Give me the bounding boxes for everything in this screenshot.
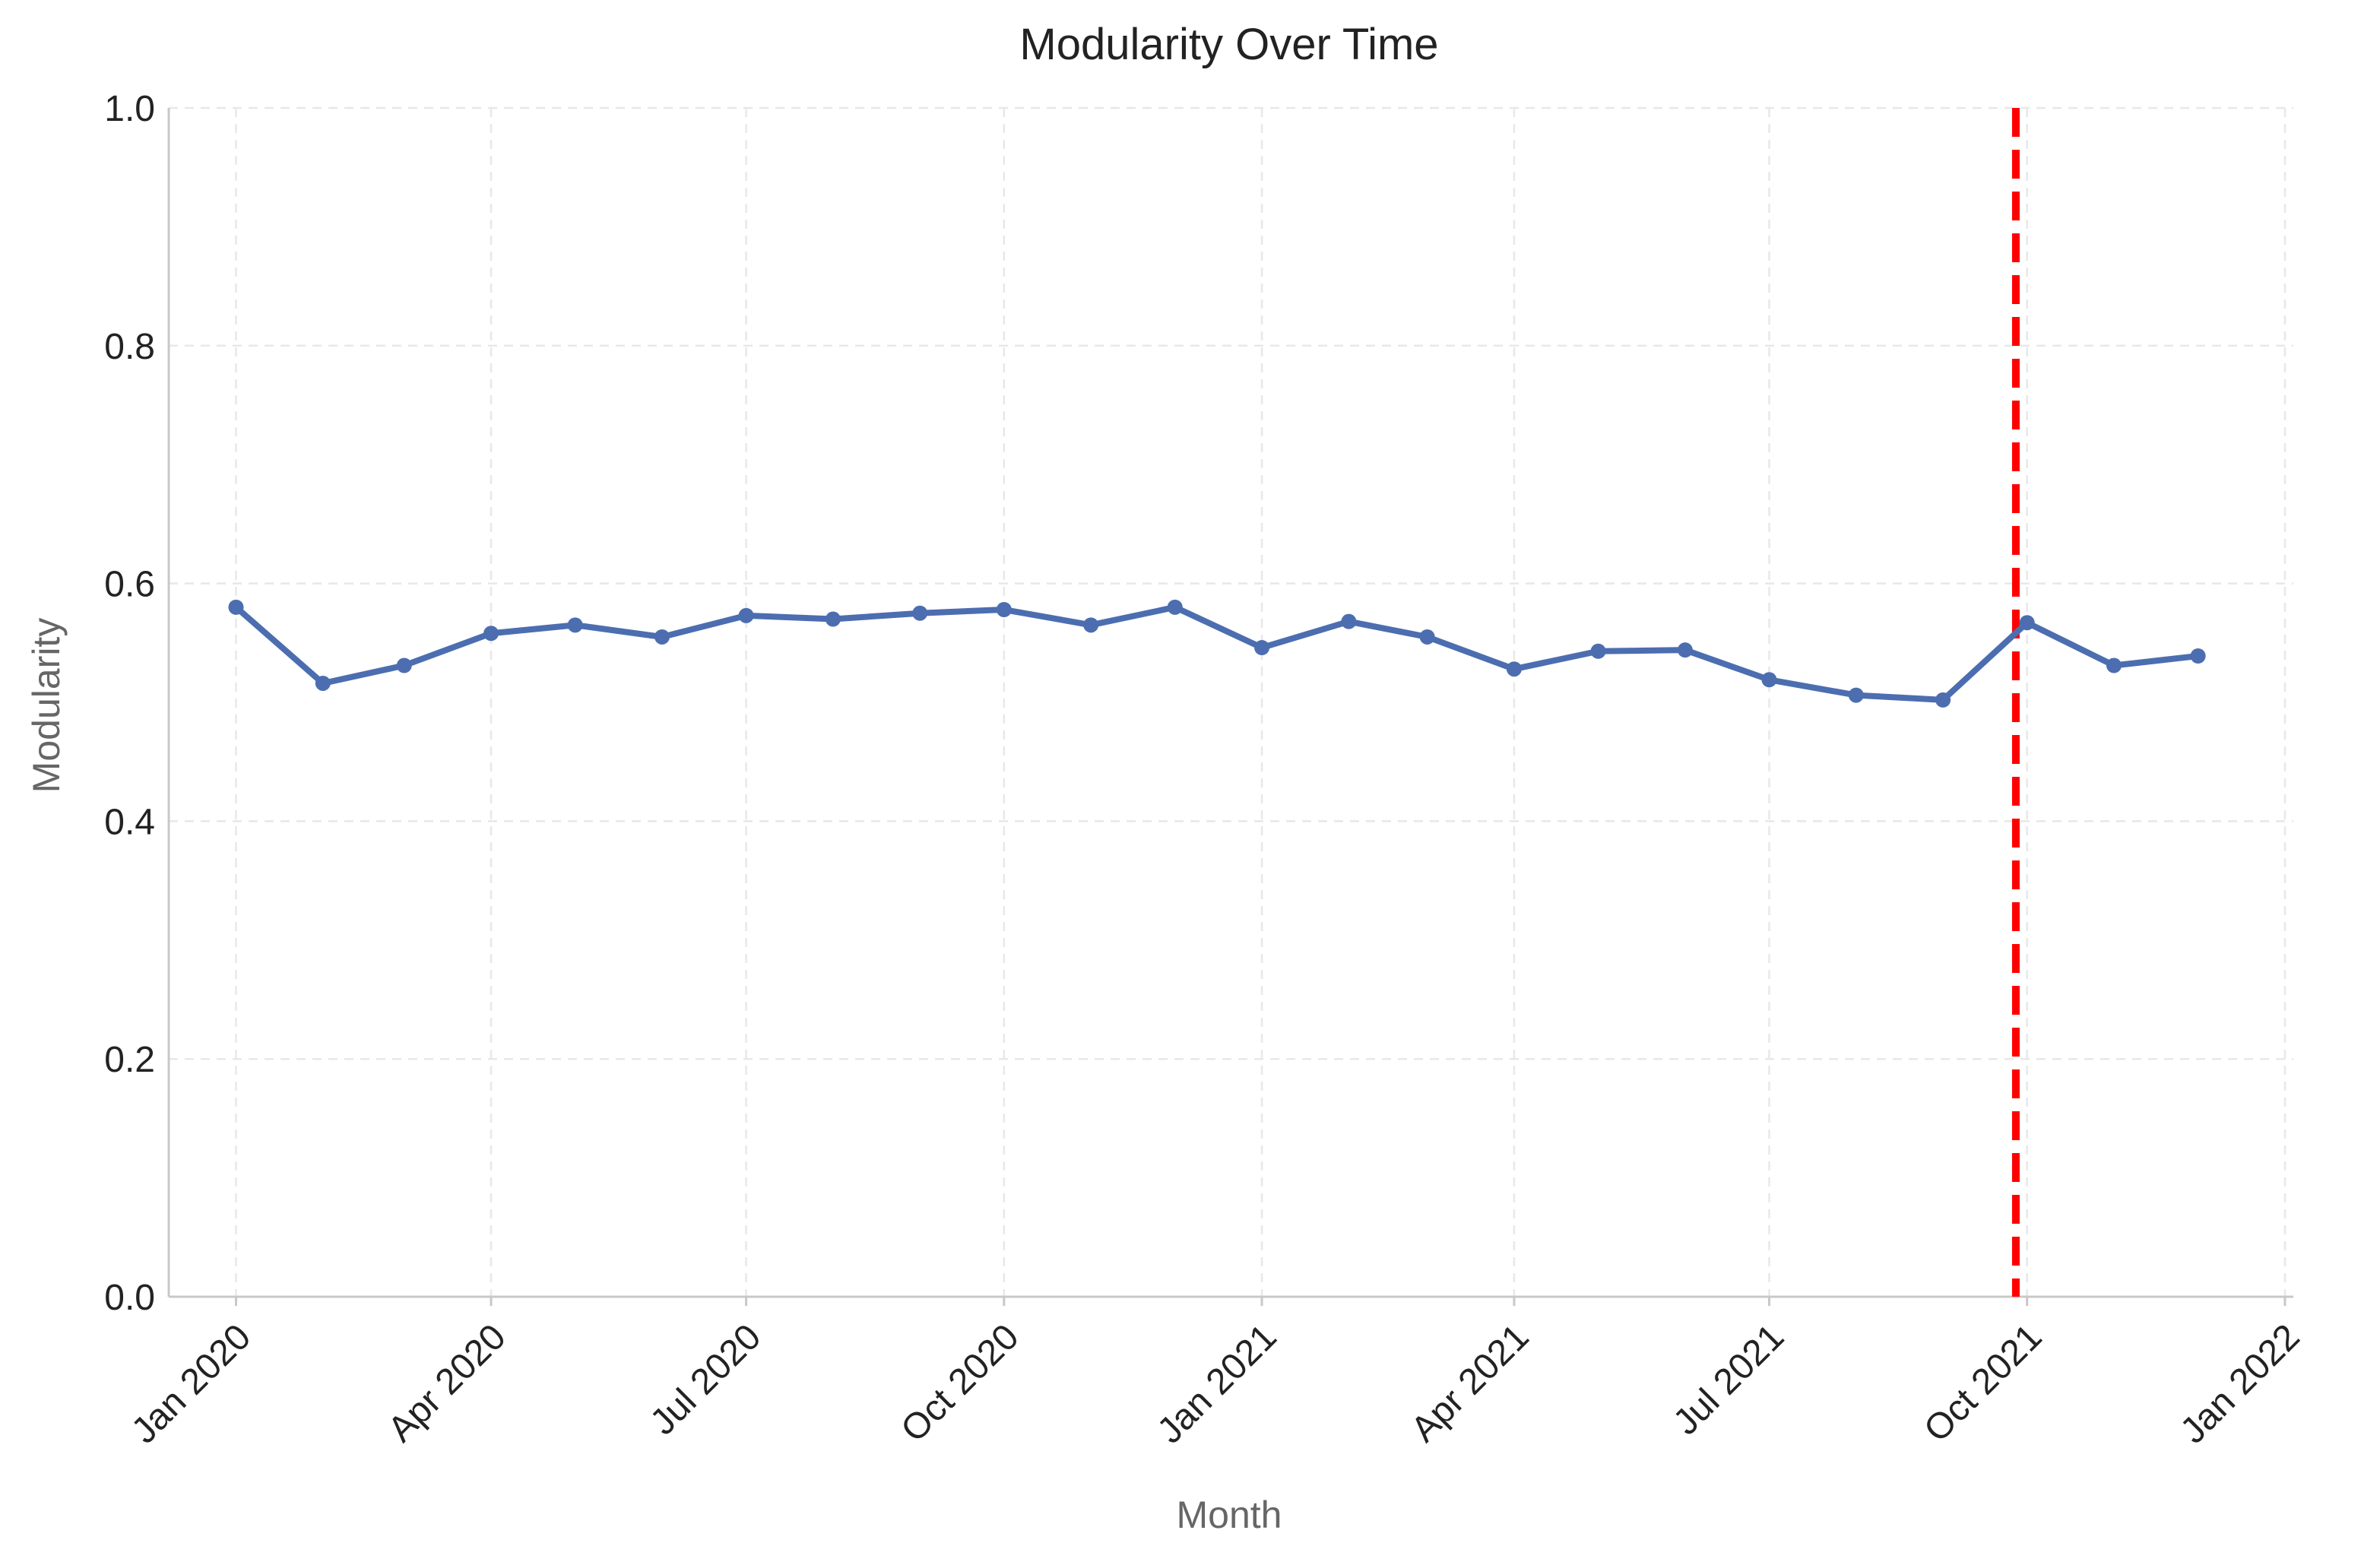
axes [167, 108, 2293, 1298]
data-point [825, 611, 841, 627]
data-point [1761, 672, 1777, 688]
data-point [1590, 643, 1606, 659]
y-tick-label: 0.2 [104, 1040, 155, 1080]
data-point [1167, 599, 1183, 615]
grid-lines [169, 106, 2293, 1297]
series [228, 599, 2206, 708]
data-point [1341, 613, 1357, 629]
data-point [2190, 648, 2206, 664]
data-point [483, 626, 499, 642]
x-axis-label: Month [1177, 1494, 1282, 1536]
y-axis-label: Modularity [25, 618, 68, 794]
y-tick-label: 1.0 [104, 89, 155, 129]
data-point [1677, 642, 1693, 658]
data-point [1254, 640, 1270, 656]
y-tick-label: 0.4 [104, 802, 155, 842]
data-point [315, 675, 331, 691]
y-tick-label: 0.8 [104, 327, 155, 367]
y-tick-label: 0.6 [104, 565, 155, 605]
data-point [738, 607, 754, 623]
data-point [1848, 687, 1864, 703]
data-point [912, 605, 928, 621]
data-point [654, 629, 670, 645]
y-ticks: 0.0 0.2 0.4 0.6 0.8 1.0 [104, 89, 155, 1318]
series-line [233, 604, 2201, 703]
data-point [1083, 617, 1099, 633]
data-point [1935, 692, 1951, 708]
data-point [996, 602, 1012, 618]
data-point [567, 617, 583, 633]
data-point [1419, 629, 1435, 645]
data-point [228, 599, 244, 615]
y-tick-label: 0.0 [104, 1278, 155, 1318]
data-point [1506, 661, 1522, 677]
data-point [2019, 615, 2035, 631]
data-point [2106, 657, 2122, 673]
chart-title: Modularity Over Time [1019, 20, 1438, 69]
data-point [396, 657, 412, 673]
